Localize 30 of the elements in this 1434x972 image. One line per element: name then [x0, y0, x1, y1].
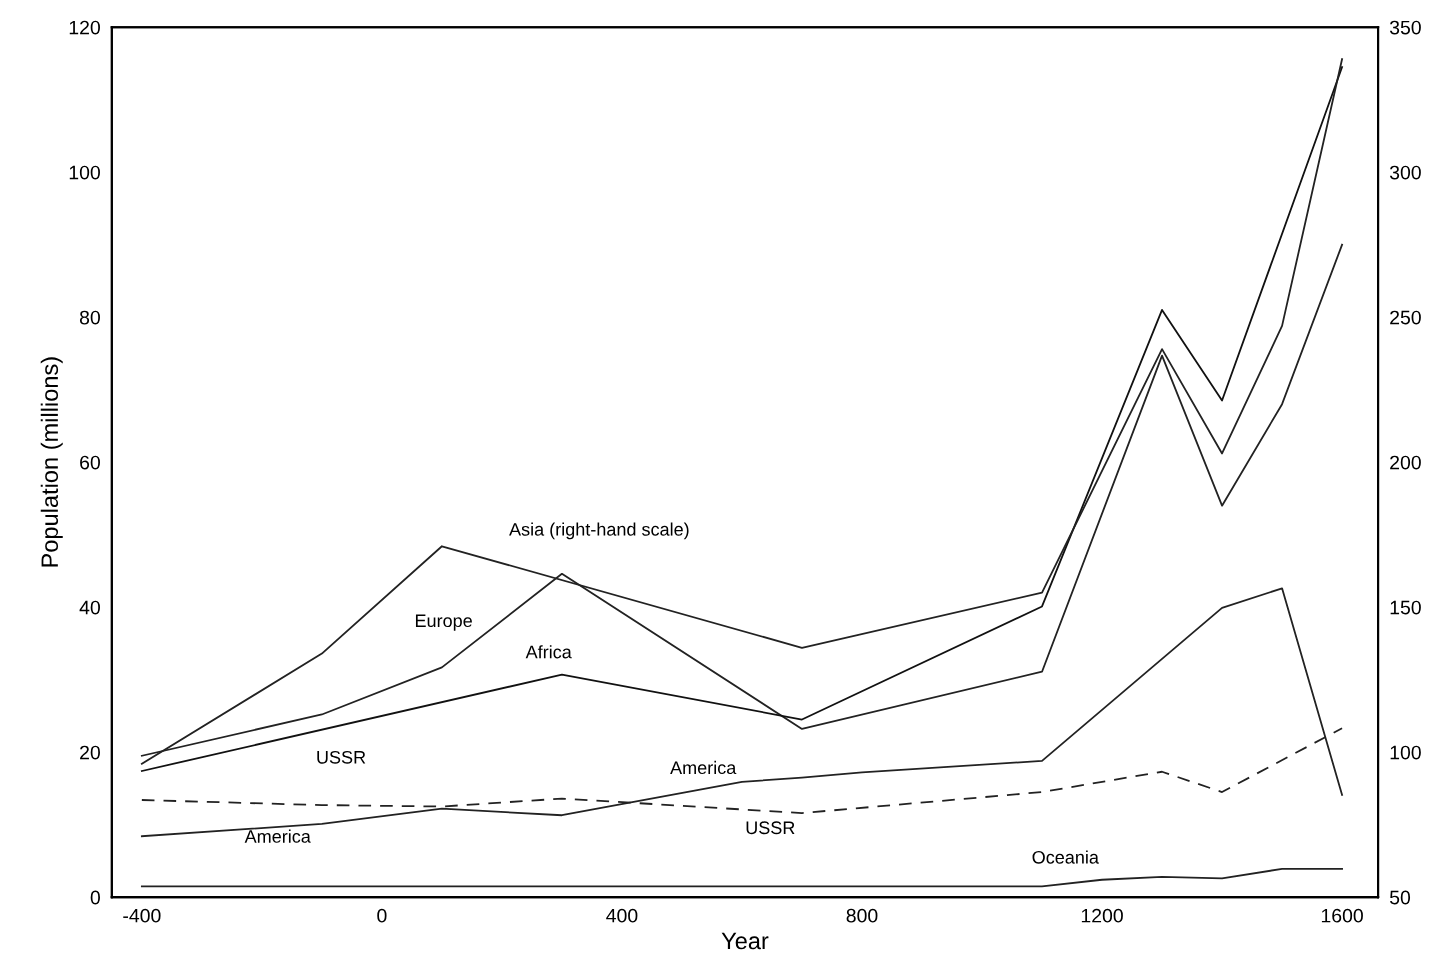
- y-tick-label: 60: [80, 455, 100, 470]
- annotation: Africa: [525, 645, 572, 659]
- y-tick-label: 40: [79, 600, 100, 615]
- y2-tick-label: 200: [1390, 455, 1421, 470]
- y2-tick-label: 350: [1389, 20, 1421, 35]
- x-tick-label: 0: [377, 908, 387, 923]
- y-tick-label: 100: [69, 165, 100, 180]
- y-tick-label: 120: [69, 20, 100, 35]
- y-tick-label: 20: [80, 745, 100, 760]
- x-tick-label: 800: [846, 908, 878, 923]
- annotation: America: [244, 829, 311, 843]
- annotation: USSR: [317, 750, 366, 764]
- y2-tick-label: 100: [1390, 745, 1421, 760]
- y2-tick-label: 50: [1389, 890, 1411, 905]
- y2-tick-label: 150: [1390, 600, 1421, 615]
- x-tick-label: 1600: [1321, 908, 1363, 923]
- y2-tick-label: 250: [1390, 310, 1421, 325]
- annotation: Europe: [415, 614, 472, 631]
- annotation: America: [670, 760, 737, 775]
- y-tick-label: 80: [79, 310, 100, 325]
- x-tick-label: -400: [123, 908, 161, 923]
- annotation: USSR: [746, 821, 795, 835]
- x-tick-label: 1200: [1081, 908, 1123, 923]
- x-tick-label: 400: [606, 908, 638, 923]
- y-axis-title: Population (millions): [40, 357, 63, 567]
- x-axis-title: Year: [721, 932, 769, 950]
- annotation: Oceania: [1032, 850, 1099, 864]
- y2-tick-label: 300: [1389, 165, 1421, 180]
- annotation: Asia (right-hand scale): [509, 522, 689, 540]
- y-tick-label: 0: [90, 890, 100, 905]
